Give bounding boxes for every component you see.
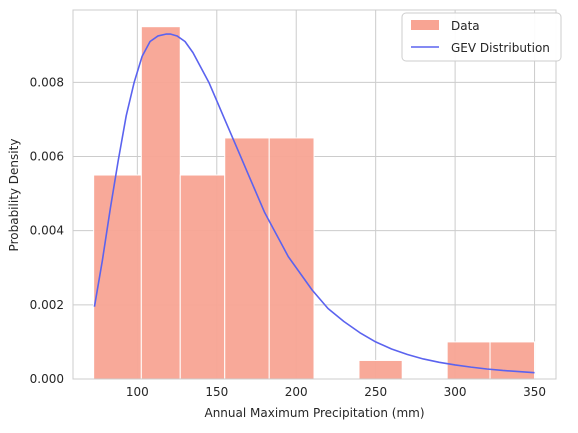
histogram-bar bbox=[179, 174, 226, 380]
histogram-bar bbox=[446, 341, 491, 380]
histogram-bar bbox=[489, 341, 536, 380]
x-tick-label: 150 bbox=[205, 385, 228, 399]
y-tick-labels: 0.000 0.002 0.004 0.006 0.008 bbox=[30, 75, 64, 386]
legend-data-swatch bbox=[411, 20, 439, 30]
y-tick-label: 0.006 bbox=[30, 149, 64, 163]
histogram-bars bbox=[93, 26, 536, 380]
y-axis-label: Probability Density bbox=[7, 139, 21, 252]
x-tick-label: 250 bbox=[364, 385, 387, 399]
legend: Data GEV Distribution bbox=[401, 12, 562, 62]
x-tick-labels: 100 150 200 250 300 350 bbox=[126, 385, 546, 399]
plot-area bbox=[72, 9, 557, 380]
gev-curve-layer bbox=[93, 33, 535, 374]
y-tick-label: 0.000 bbox=[30, 372, 64, 386]
y-tick-label: 0.008 bbox=[30, 75, 64, 89]
x-tick-label: 300 bbox=[444, 385, 467, 399]
y-tick-label: 0.002 bbox=[30, 298, 64, 312]
x-tick-label: 200 bbox=[285, 385, 308, 399]
plot-frame bbox=[72, 9, 557, 380]
histogram-bar bbox=[268, 137, 315, 380]
x-tick-label: 350 bbox=[523, 385, 546, 399]
x-tick-label: 100 bbox=[126, 385, 149, 399]
histogram-bar bbox=[224, 137, 270, 380]
x-axis-label: Annual Maximum Precipitation (mm) bbox=[204, 406, 424, 420]
legend-data-label: Data bbox=[451, 19, 480, 33]
histogram-bar bbox=[140, 26, 181, 380]
legend-box bbox=[401, 12, 562, 62]
legend-gev-label: GEV Distribution bbox=[451, 41, 550, 55]
histogram-bar bbox=[358, 359, 403, 380]
histogram-bar bbox=[93, 174, 142, 380]
y-tick-label: 0.004 bbox=[30, 224, 64, 238]
gev-curve-line bbox=[93, 33, 535, 374]
